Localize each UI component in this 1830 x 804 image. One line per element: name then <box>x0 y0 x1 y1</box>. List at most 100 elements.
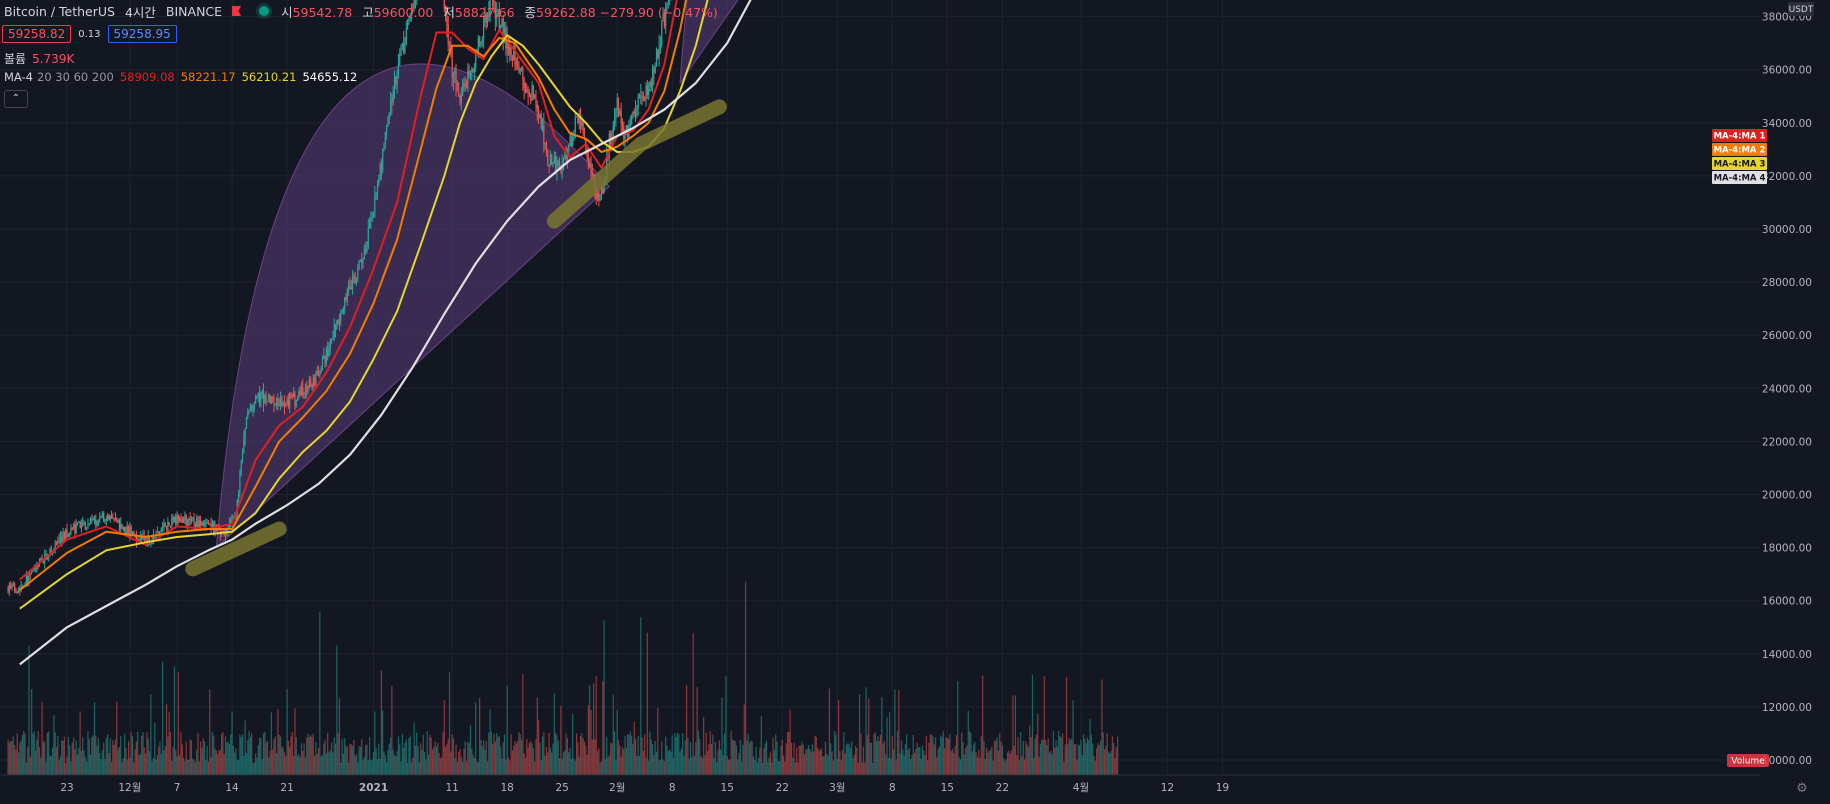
candle-body <box>324 357 325 364</box>
volume-bar <box>1116 747 1117 775</box>
time-tick-label: 11 <box>445 782 458 794</box>
candle-body <box>521 68 522 69</box>
candle-body <box>345 297 346 300</box>
candle-body <box>448 25 449 44</box>
candle-body <box>57 541 58 544</box>
volume-bar <box>39 747 40 775</box>
volume-bar <box>998 751 999 775</box>
candle-body <box>246 417 247 427</box>
candle-body <box>461 95 462 102</box>
volume-bar <box>868 699 869 775</box>
volume-bar <box>670 751 671 775</box>
candle-body <box>65 529 66 538</box>
volume-bar <box>102 750 103 775</box>
volume-bar <box>862 763 863 775</box>
volume-bar <box>662 760 663 775</box>
volume-bar <box>475 702 476 775</box>
candle-body <box>614 120 615 124</box>
candle-body <box>292 396 293 397</box>
volume-bar <box>952 749 953 775</box>
volume-bar <box>1002 746 1003 775</box>
volume-bar <box>779 761 780 775</box>
volume-bar <box>767 762 768 775</box>
candle-body <box>657 49 658 58</box>
volume-bar <box>507 686 508 775</box>
volume-bar <box>432 750 433 775</box>
volume-bar <box>693 633 694 775</box>
volume-bar <box>7 740 8 775</box>
candle-body <box>326 348 327 363</box>
volume-bar <box>873 734 874 775</box>
volume-bar <box>369 737 370 775</box>
volume-bar <box>307 734 308 775</box>
candle-body <box>482 39 483 44</box>
volume-bar <box>175 750 176 775</box>
volume-bar <box>683 756 684 775</box>
volume-bar <box>199 762 200 775</box>
volume-bar <box>365 745 366 775</box>
volume-bar <box>1008 751 1009 775</box>
volume-bar <box>623 749 624 775</box>
volume-bar <box>898 690 899 775</box>
volume-bar <box>855 746 856 775</box>
sell-price-button[interactable]: 59258.82 <box>2 25 71 43</box>
candle-body <box>302 387 303 395</box>
candle-body <box>555 157 556 172</box>
settings-icon[interactable]: ⚙ <box>1796 781 1808 796</box>
candle-body <box>466 83 467 88</box>
candle-body <box>547 150 548 164</box>
volume-bar <box>881 697 882 775</box>
volume-bar <box>94 702 95 775</box>
volume-bar <box>805 750 806 775</box>
volume-bar <box>513 746 514 775</box>
volume-bar <box>17 733 18 775</box>
volume-bar <box>615 760 616 775</box>
candle-body <box>580 113 581 126</box>
volume-bar <box>403 748 404 775</box>
candle-body <box>564 155 565 159</box>
volume-bar <box>649 731 650 775</box>
volume-bar <box>1080 740 1081 775</box>
volume-bar <box>989 751 990 775</box>
volume-bar <box>668 751 669 775</box>
volume-bar <box>294 708 295 775</box>
candle-body <box>453 73 454 77</box>
volume-bar <box>796 747 797 775</box>
volume-bar <box>292 732 293 775</box>
volume-bar <box>1096 748 1097 775</box>
flag-icon[interactable] <box>232 6 241 16</box>
volume-bar <box>948 739 949 775</box>
volume-bar <box>449 672 450 775</box>
time-tick-label: 8 <box>889 782 896 794</box>
volume-bar <box>319 612 320 775</box>
candle-body <box>322 359 323 368</box>
buy-price-button[interactable]: 59258.95 <box>108 25 177 43</box>
volume-bar <box>685 740 686 775</box>
volume-bar <box>90 755 91 775</box>
volume-bar <box>488 733 489 775</box>
volume-bar <box>559 758 560 775</box>
timeframe-label[interactable]: 4시간 <box>125 2 156 21</box>
price-tick-label: 34000.00 <box>1762 118 1812 130</box>
ma2-legend-value: 58221.17 <box>181 70 236 84</box>
candle-body <box>452 51 453 77</box>
volume-bar <box>484 749 485 775</box>
volume-bar <box>1006 759 1007 775</box>
volume-bar <box>136 742 137 775</box>
candle-body <box>180 518 181 519</box>
candle-body <box>340 313 341 321</box>
volume-bar <box>283 748 284 775</box>
candle-body <box>190 519 191 520</box>
volume-bar <box>1010 754 1011 775</box>
candle-body <box>537 104 538 108</box>
collapse-legend-button[interactable]: ⌃ <box>4 90 28 108</box>
symbol-name[interactable]: Bitcoin / TetherUS <box>4 4 115 19</box>
volume-bar <box>178 672 179 775</box>
volume-bar <box>922 746 923 775</box>
volume-bar <box>538 720 539 775</box>
volume-bar <box>797 762 798 775</box>
